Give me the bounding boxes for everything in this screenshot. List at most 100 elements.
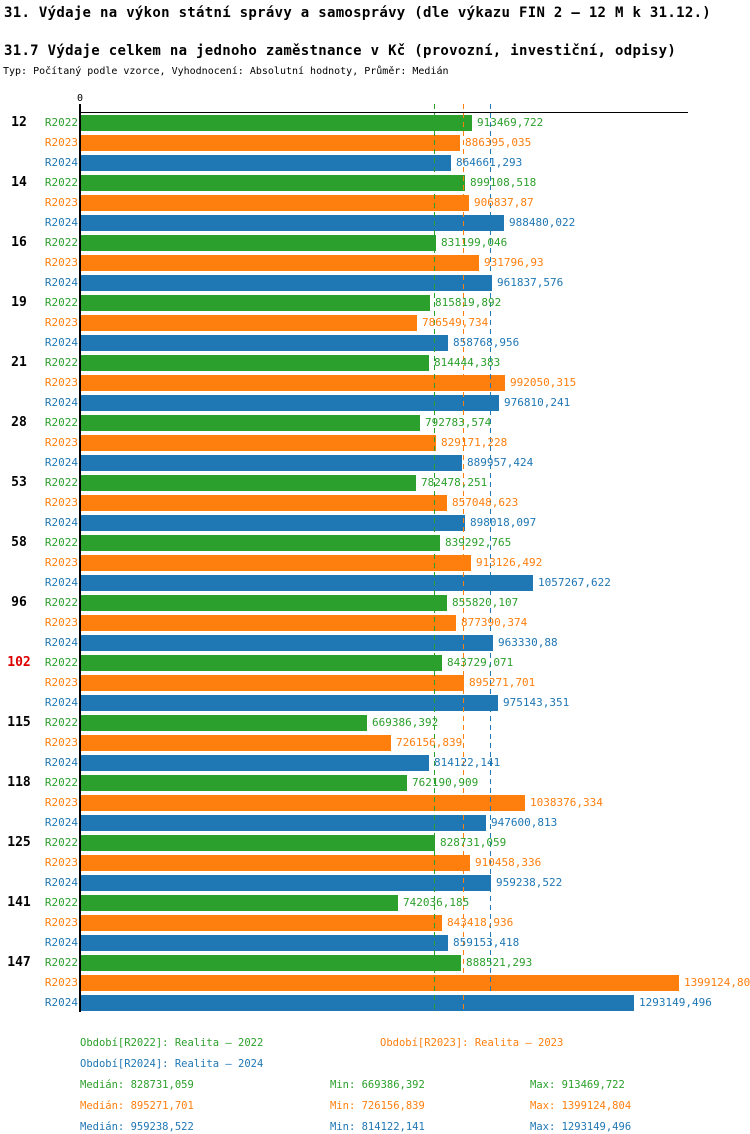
category-label: 21: [11, 355, 27, 370]
bar-value-label: 906837,87: [474, 196, 534, 209]
bar-r2024: [81, 275, 492, 291]
category-label: 118: [7, 775, 31, 790]
bar-r2023: [81, 315, 417, 331]
bar-r2022: [81, 835, 435, 851]
axis-line-horizontal: [80, 112, 688, 113]
stat-max: Max: 913469,722: [530, 1079, 625, 1091]
series-row-label: R2023: [44, 616, 78, 629]
bar-value-label: 843729,071: [447, 656, 514, 669]
indicator-meta: Typ: Počítaný podle vzorce, Vyhodnocení:…: [3, 66, 449, 77]
bar-r2022: [81, 775, 407, 791]
bar-value-label: 762190,909: [412, 776, 479, 789]
bar-value-label: 864661,293: [456, 156, 523, 169]
bar-r2024: [81, 935, 448, 951]
legend-item: Období[R2023]: Realita – 2023: [380, 1037, 564, 1049]
series-row-label: R2023: [44, 376, 78, 389]
bar-r2023: [81, 795, 525, 811]
series-row-label: R2023: [44, 316, 78, 329]
bar-value-label: 859153,418: [453, 936, 520, 949]
bar-value-label: 726156,839: [396, 736, 463, 749]
series-row-label: R2023: [44, 556, 78, 569]
series-row-label: R2023: [44, 976, 78, 989]
stat-min: Min: 669386,392: [330, 1079, 425, 1091]
bar-r2024: [81, 575, 533, 591]
series-row-label: R2022: [44, 656, 78, 669]
series-row-label: R2022: [44, 776, 78, 789]
bar-r2022: [81, 415, 420, 431]
bar-value-label: 959238,522: [496, 876, 563, 889]
series-row-label: R2024: [44, 756, 78, 769]
category-label: 147: [7, 955, 31, 970]
bar-r2023: [81, 435, 436, 451]
stat-max: Max: 1399124,804: [530, 1100, 632, 1112]
bar-r2023: [81, 555, 471, 571]
series-row-label: R2023: [44, 136, 78, 149]
series-row-label: R2024: [44, 336, 78, 349]
bar-value-label: 828731,059: [440, 836, 507, 849]
bar-value-label: 831199,046: [441, 236, 508, 249]
bar-value-label: 895271,701: [469, 676, 536, 689]
category-label: 12: [11, 115, 27, 130]
series-row-label: R2024: [44, 576, 78, 589]
bar-value-label: 855820,107: [452, 596, 519, 609]
category-label: 14: [11, 175, 27, 190]
bar-r2023: [81, 255, 479, 271]
series-row-label: R2024: [44, 516, 78, 529]
series-row-label: R2022: [44, 236, 78, 249]
bar-value-label: 888521,293: [466, 956, 533, 969]
bar-value-label: 843418,936: [447, 916, 514, 929]
series-row-label: R2023: [44, 856, 78, 869]
bar-r2024: [81, 995, 634, 1011]
bar-r2022: [81, 895, 398, 911]
bar-r2024: [81, 695, 498, 711]
bar-value-label: 786549,734: [422, 316, 489, 329]
median-line-r2023: [463, 104, 464, 1013]
category-label: 115: [7, 715, 31, 730]
bar-r2022: [81, 535, 440, 551]
bar-value-label: 1293149,496: [639, 996, 712, 1009]
bar-r2023: [81, 195, 469, 211]
bar-value-label: 910458,336: [475, 856, 542, 869]
series-row-label: R2024: [44, 216, 78, 229]
bar-r2024: [81, 335, 448, 351]
legend-item: Období[R2024]: Realita – 2024: [80, 1058, 264, 1070]
bar-value-label: 886395,035: [465, 136, 532, 149]
series-row-label: R2023: [44, 256, 78, 269]
series-row-label: R2022: [44, 476, 78, 489]
legend-item: Období[R2022]: Realita – 2022: [80, 1037, 264, 1049]
series-row-label: R2024: [44, 876, 78, 889]
bar-value-label: 947600,813: [491, 816, 558, 829]
stat-median: Medián: 959238,522: [80, 1121, 194, 1133]
bar-r2024: [81, 515, 465, 531]
bar-r2023: [81, 675, 464, 691]
bar-r2022: [81, 955, 461, 971]
bar-r2022: [81, 595, 447, 611]
bar-value-label: 814122,141: [434, 756, 501, 769]
category-label: 19: [11, 295, 27, 310]
bar-value-label: 877390,374: [461, 616, 528, 629]
series-row-label: R2024: [44, 996, 78, 1009]
bar-r2023: [81, 855, 470, 871]
bar-value-label: 975143,351: [503, 696, 570, 709]
stat-median: Medián: 895271,701: [80, 1100, 194, 1112]
category-label: 28: [11, 415, 27, 430]
bar-value-label: 961837,576: [497, 276, 564, 289]
series-row-label: R2023: [44, 496, 78, 509]
bar-r2024: [81, 155, 451, 171]
bar-r2022: [81, 175, 465, 191]
bar-value-label: 963330,88: [498, 636, 558, 649]
bar-value-label: 829171,228: [441, 436, 508, 449]
bar-r2023: [81, 975, 679, 991]
bar-r2024: [81, 755, 429, 771]
bar-value-label: 992050,315: [510, 376, 577, 389]
category-label: 141: [7, 895, 31, 910]
series-row-label: R2024: [44, 696, 78, 709]
series-row-label: R2023: [44, 676, 78, 689]
bar-value-label: 1399124,804: [684, 976, 750, 989]
series-row-label: R2024: [44, 396, 78, 409]
series-row-label: R2023: [44, 736, 78, 749]
bar-r2023: [81, 615, 456, 631]
bar-value-label: 898018,097: [470, 516, 537, 529]
stat-median: Medián: 828731,059: [80, 1079, 194, 1091]
